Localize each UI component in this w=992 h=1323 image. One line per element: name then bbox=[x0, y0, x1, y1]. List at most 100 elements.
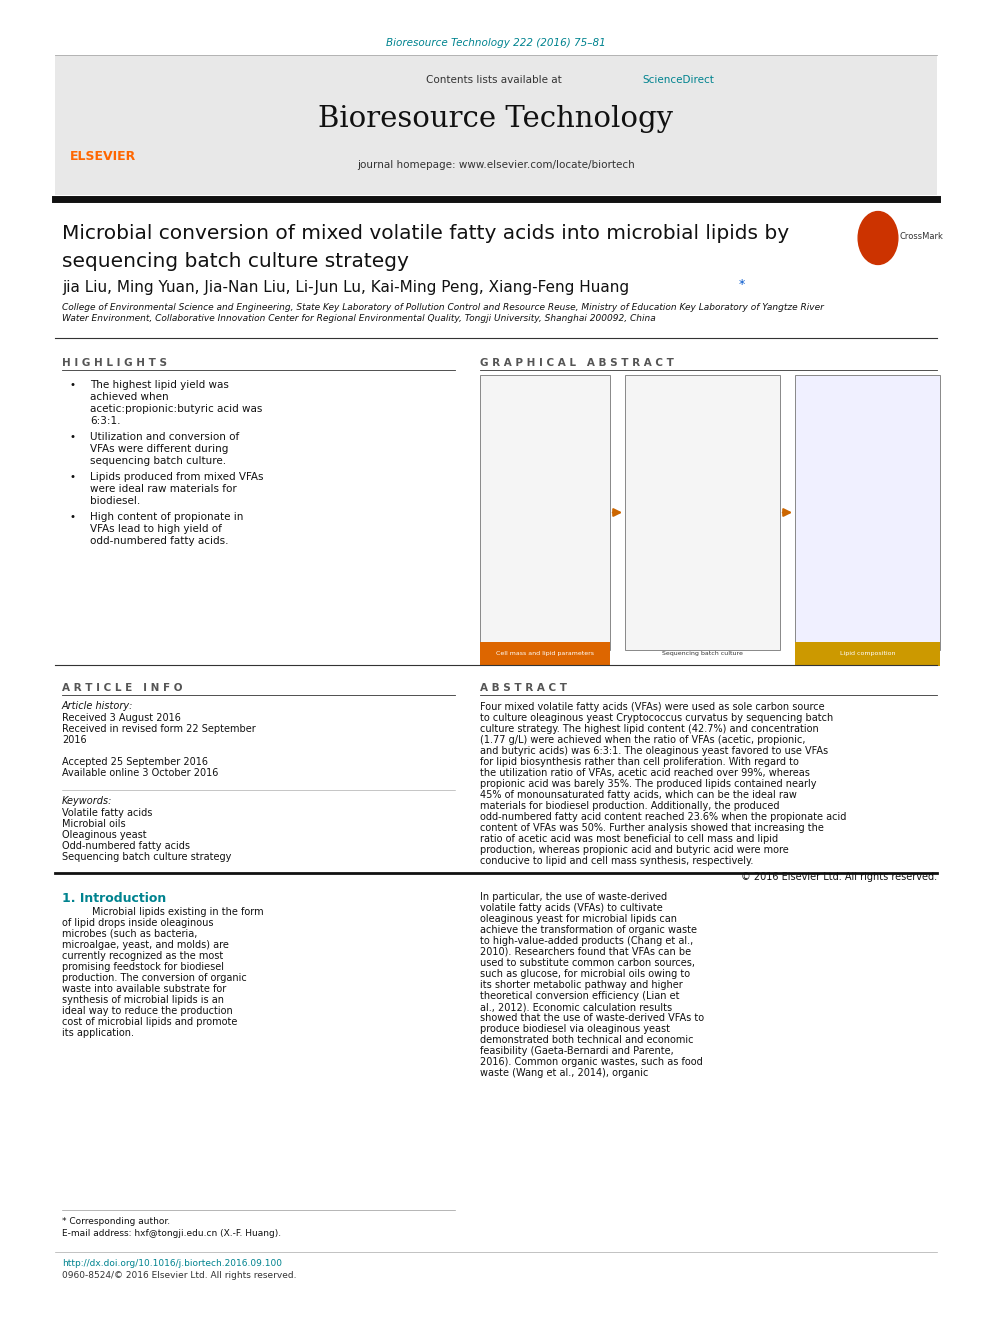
Text: VFAs lead to high yield of: VFAs lead to high yield of bbox=[89, 524, 221, 534]
Text: Four mixed volatile fatty acids (VFAs) were used as sole carbon source: Four mixed volatile fatty acids (VFAs) w… bbox=[480, 703, 824, 712]
Text: Received in revised form 22 September: Received in revised form 22 September bbox=[62, 724, 256, 734]
Text: *: * bbox=[738, 278, 745, 291]
Text: jia Liu, Ming Yuan, Jia-Nan Liu, Li-Jun Lu, Kai-Ming Peng, Xiang-Feng Huang: jia Liu, Ming Yuan, Jia-Nan Liu, Li-Jun … bbox=[62, 280, 629, 295]
Text: •: • bbox=[69, 472, 76, 482]
Text: oleaginous yeast for microbial lipids can: oleaginous yeast for microbial lipids ca… bbox=[480, 914, 677, 923]
Text: A B S T R A C T: A B S T R A C T bbox=[480, 683, 567, 693]
Text: journal homepage: www.elsevier.com/locate/biortech: journal homepage: www.elsevier.com/locat… bbox=[357, 160, 635, 169]
Text: content of VFAs was 50%. Further analysis showed that increasing the: content of VFAs was 50%. Further analysi… bbox=[480, 823, 824, 833]
Text: currently recognized as the most: currently recognized as the most bbox=[62, 951, 223, 960]
Text: achieved when: achieved when bbox=[89, 392, 169, 402]
Text: cost of microbial lipids and promote: cost of microbial lipids and promote bbox=[62, 1017, 237, 1027]
Text: •: • bbox=[69, 512, 76, 523]
Text: Lipids produced from mixed VFAs: Lipids produced from mixed VFAs bbox=[89, 472, 263, 482]
Text: such as glucose, for microbial oils owing to: such as glucose, for microbial oils owin… bbox=[480, 968, 690, 979]
Text: feasibility (Gaeta-Bernardi and Parente,: feasibility (Gaeta-Bernardi and Parente, bbox=[480, 1046, 674, 1056]
Text: Available online 3 October 2016: Available online 3 October 2016 bbox=[62, 767, 218, 778]
Text: 2016: 2016 bbox=[62, 736, 86, 745]
Text: Microbial lipids existing in the form: Microbial lipids existing in the form bbox=[91, 908, 264, 917]
Text: biodiesel.: biodiesel. bbox=[89, 496, 140, 505]
Text: achieve the transformation of organic waste: achieve the transformation of organic wa… bbox=[480, 925, 697, 935]
Text: of lipid drops inside oleaginous: of lipid drops inside oleaginous bbox=[62, 918, 213, 927]
Text: ideal way to reduce the production: ideal way to reduce the production bbox=[62, 1005, 233, 1016]
Text: showed that the use of waste-derived VFAs to: showed that the use of waste-derived VFA… bbox=[480, 1013, 704, 1023]
Text: * Corresponding author.: * Corresponding author. bbox=[62, 1217, 170, 1226]
Bar bbox=[480, 374, 610, 650]
Text: 2016). Common organic wastes, such as food: 2016). Common organic wastes, such as fo… bbox=[480, 1057, 702, 1068]
Text: 0960-8524/© 2016 Elsevier Ltd. All rights reserved.: 0960-8524/© 2016 Elsevier Ltd. All right… bbox=[62, 1271, 297, 1279]
Text: The highest lipid yield was: The highest lipid yield was bbox=[89, 380, 228, 390]
Text: conducive to lipid and cell mass synthesis, respectively.: conducive to lipid and cell mass synthes… bbox=[480, 856, 753, 867]
Text: volatile fatty acids (VFAs) to cultivate: volatile fatty acids (VFAs) to cultivate bbox=[480, 904, 663, 913]
Text: odd-numbered fatty acids.: odd-numbered fatty acids. bbox=[89, 536, 228, 546]
Text: Microbial conversion of mixed volatile fatty acids into microbial lipids by: Microbial conversion of mixed volatile f… bbox=[62, 224, 789, 243]
Text: demonstrated both technical and economic: demonstrated both technical and economic bbox=[480, 1035, 693, 1045]
Text: Sequencing batch culture strategy: Sequencing batch culture strategy bbox=[62, 852, 231, 863]
Text: •: • bbox=[69, 433, 76, 442]
Text: were ideal raw materials for: were ideal raw materials for bbox=[89, 484, 236, 493]
Text: acetic:propionic:butyric acid was: acetic:propionic:butyric acid was bbox=[89, 404, 262, 414]
Text: CrossMark: CrossMark bbox=[900, 232, 943, 241]
Text: odd-numbered fatty acid content reached 23.6% when the propionate acid: odd-numbered fatty acid content reached … bbox=[480, 812, 846, 822]
Text: ScienceDirect: ScienceDirect bbox=[643, 75, 714, 85]
Text: produce biodiesel via oleaginous yeast: produce biodiesel via oleaginous yeast bbox=[480, 1024, 670, 1035]
Text: propionic acid was barely 35%. The produced lipids contained nearly: propionic acid was barely 35%. The produ… bbox=[480, 779, 816, 789]
Text: Keywords:: Keywords: bbox=[62, 796, 112, 806]
Text: •: • bbox=[69, 380, 76, 390]
Text: E-mail address: hxf@tongji.edu.cn (X.-F. Huang).: E-mail address: hxf@tongji.edu.cn (X.-F.… bbox=[62, 1229, 281, 1238]
Text: Bioresource Technology: Bioresource Technology bbox=[318, 105, 674, 134]
Text: production. The conversion of organic: production. The conversion of organic bbox=[62, 972, 247, 983]
Text: waste (Wang et al., 2014), organic: waste (Wang et al., 2014), organic bbox=[480, 1068, 649, 1078]
Ellipse shape bbox=[858, 212, 898, 265]
Text: waste into available substrate for: waste into available substrate for bbox=[62, 984, 226, 994]
Text: to culture oleaginous yeast Cryptococcus curvatus by sequencing batch: to culture oleaginous yeast Cryptococcus… bbox=[480, 713, 833, 722]
Text: Cell mass and lipid parameters: Cell mass and lipid parameters bbox=[496, 651, 594, 656]
Text: microbes (such as bacteria,: microbes (such as bacteria, bbox=[62, 929, 197, 939]
Text: Sequencing batch culture: Sequencing batch culture bbox=[662, 651, 743, 656]
Text: sequencing batch culture strategy: sequencing batch culture strategy bbox=[62, 251, 409, 271]
Text: 2010). Researchers found that VFAs can be: 2010). Researchers found that VFAs can b… bbox=[480, 947, 691, 957]
Text: production, whereas propionic acid and butyric acid were more: production, whereas propionic acid and b… bbox=[480, 845, 789, 855]
Text: culture strategy. The highest lipid content (42.7%) and concentration: culture strategy. The highest lipid cont… bbox=[480, 724, 818, 734]
Text: promising feedstock for biodiesel: promising feedstock for biodiesel bbox=[62, 962, 224, 972]
Text: Received 3 August 2016: Received 3 August 2016 bbox=[62, 713, 181, 722]
Text: its shorter metabolic pathway and higher: its shorter metabolic pathway and higher bbox=[480, 980, 682, 990]
Text: Contents lists available at: Contents lists available at bbox=[427, 75, 565, 85]
Text: al., 2012). Economic calculation results: al., 2012). Economic calculation results bbox=[480, 1002, 673, 1012]
Text: used to substitute common carbon sources,: used to substitute common carbon sources… bbox=[480, 958, 695, 968]
Text: G R A P H I C A L   A B S T R A C T: G R A P H I C A L A B S T R A C T bbox=[480, 359, 674, 368]
Text: A R T I C L E   I N F O: A R T I C L E I N F O bbox=[62, 683, 183, 693]
Text: theoretical conversion efficiency (Lian et: theoretical conversion efficiency (Lian … bbox=[480, 991, 680, 1002]
Text: 45% of monounsaturated fatty acids, which can be the ideal raw: 45% of monounsaturated fatty acids, whic… bbox=[480, 790, 797, 800]
Bar bbox=[795, 374, 940, 650]
Text: Lipid composition: Lipid composition bbox=[840, 651, 895, 656]
Text: H I G H L I G H T S: H I G H L I G H T S bbox=[62, 359, 167, 368]
Text: Odd-numbered fatty acids: Odd-numbered fatty acids bbox=[62, 841, 190, 851]
Text: ELSEVIER: ELSEVIER bbox=[70, 149, 136, 163]
Text: Microbial oils: Microbial oils bbox=[62, 819, 126, 830]
Text: ratio of acetic acid was most beneficial to cell mass and lipid: ratio of acetic acid was most beneficial… bbox=[480, 833, 778, 844]
Bar bbox=[480, 642, 610, 665]
Text: Oleaginous yeast: Oleaginous yeast bbox=[62, 830, 147, 840]
Text: Volatile fatty acids: Volatile fatty acids bbox=[62, 808, 153, 818]
Text: synthesis of microbial lipids is an: synthesis of microbial lipids is an bbox=[62, 995, 224, 1005]
Text: (1.77 g/L) were achieved when the ratio of VFAs (acetic, propionic,: (1.77 g/L) were achieved when the ratio … bbox=[480, 736, 806, 745]
Text: to high-value-added products (Chang et al.,: to high-value-added products (Chang et a… bbox=[480, 935, 693, 946]
Text: materials for biodiesel production. Additionally, the produced: materials for biodiesel production. Addi… bbox=[480, 800, 780, 811]
Text: High content of propionate in: High content of propionate in bbox=[89, 512, 243, 523]
Text: Article history:: Article history: bbox=[62, 701, 133, 710]
Text: its application.: its application. bbox=[62, 1028, 134, 1039]
Text: for lipid biosynthesis rather than cell proliferation. With regard to: for lipid biosynthesis rather than cell … bbox=[480, 757, 799, 767]
Bar bbox=[55, 56, 937, 194]
Text: the utilization ratio of VFAs, acetic acid reached over 99%, whereas: the utilization ratio of VFAs, acetic ac… bbox=[480, 767, 809, 778]
Text: 1. Introduction: 1. Introduction bbox=[62, 892, 167, 905]
Text: © 2016 Elsevier Ltd. All rights reserved.: © 2016 Elsevier Ltd. All rights reserved… bbox=[741, 872, 937, 882]
Text: 6:3:1.: 6:3:1. bbox=[89, 415, 120, 426]
Text: microalgae, yeast, and molds) are: microalgae, yeast, and molds) are bbox=[62, 941, 229, 950]
Bar bbox=[625, 374, 780, 650]
Bar bbox=[795, 642, 940, 665]
Text: Accepted 25 September 2016: Accepted 25 September 2016 bbox=[62, 757, 208, 767]
Text: sequencing batch culture.: sequencing batch culture. bbox=[89, 456, 226, 466]
Text: Utilization and conversion of: Utilization and conversion of bbox=[89, 433, 239, 442]
Text: In particular, the use of waste-derived: In particular, the use of waste-derived bbox=[480, 892, 668, 902]
